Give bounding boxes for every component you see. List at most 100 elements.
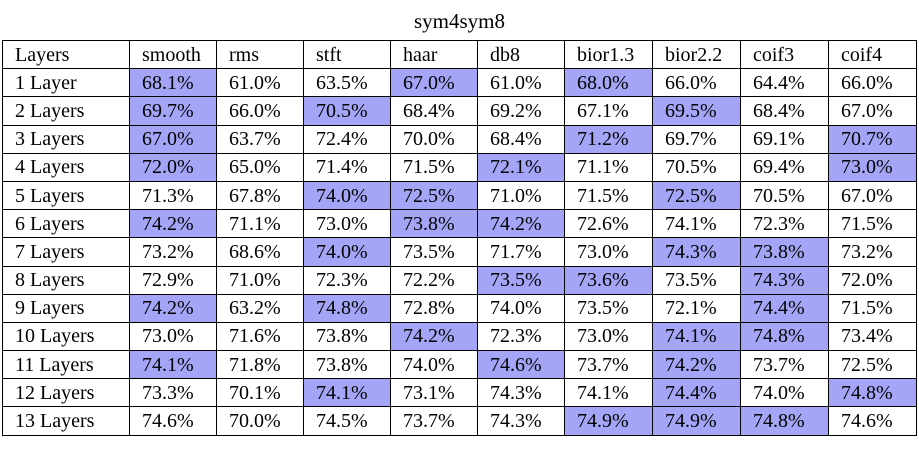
row-label: 6 Layers (2, 209, 130, 239)
table-cell-highlighted: 72.5% (652, 180, 741, 211)
table-cell: 63.7% (216, 124, 304, 154)
table-cell: 73.5% (652, 265, 741, 295)
table-cell: 70.0% (390, 124, 478, 154)
table-cell: 73.2% (828, 237, 917, 267)
table-row: 2 Layers 69.7% 66.0% 70.5% 68.4% 69.2% 67.1% 69… (2, 96, 917, 126)
table-row: 9 Layers 74.2% 63.2% 74.8% 72.8% 74.0% 73.5% 72… (2, 293, 917, 323)
table-cell: 65.0% (216, 152, 304, 182)
table-cell-highlighted: 74.1% (303, 378, 391, 408)
table-cell-highlighted: 73.0% (828, 152, 917, 182)
table-cell-highlighted: 73.6% (564, 265, 653, 295)
table-cell-highlighted: 74.2% (390, 321, 478, 352)
table-cell: 73.8% (303, 321, 391, 352)
table-row: 11 Layers 74.1% 71.8% 73.8% 74.0% 74.6% 73.7% 7… (2, 350, 917, 380)
column-header: smooth (129, 39, 217, 70)
table-cell-highlighted: 74.9% (652, 406, 741, 436)
table-cell: 73.3% (129, 378, 217, 408)
table-cell: 74.3% (477, 406, 565, 436)
table-cell: 72.0% (828, 265, 917, 295)
table-cell: 71.1% (216, 209, 304, 239)
table-cell: 61.0% (477, 68, 565, 98)
column-header: stft (303, 39, 391, 70)
table-cell: 69.4% (740, 152, 829, 182)
table-cell: 73.0% (564, 321, 653, 352)
table-cell: 68.4% (740, 96, 829, 126)
table-cell: 66.0% (652, 68, 741, 98)
table-cell-highlighted: 74.3% (652, 237, 741, 267)
table-cell-highlighted: 72.0% (129, 152, 217, 182)
table-cell: 72.3% (740, 209, 829, 239)
table-row: 7 Layers 73.2% 68.6% 74.0% 73.5% 71.7% 73.0% 74… (2, 237, 917, 267)
table-cell-highlighted: 72.1% (477, 152, 565, 182)
results-table: Layers smooth rms stft haar db8 bior1.3 bior2.2… (2, 39, 917, 436)
table-cell-highlighted: 69.7% (129, 96, 217, 126)
table-cell: 73.0% (303, 209, 391, 239)
table-cell: 71.0% (216, 265, 304, 295)
table-cell-highlighted: 74.2% (129, 293, 217, 323)
column-header: db8 (477, 39, 565, 70)
table-cell-highlighted: 67.0% (129, 124, 217, 154)
table-cell-highlighted: 74.8% (740, 406, 829, 436)
table-cell: 71.0% (477, 180, 565, 211)
table-cell: 71.7% (477, 237, 565, 267)
table-cell: 71.1% (564, 152, 653, 182)
table-cell: 71.5% (828, 293, 917, 323)
table-cell-highlighted: 74.2% (129, 209, 217, 239)
table-cell: 72.1% (652, 293, 741, 323)
table-row: 3 Layers 67.0% 63.7% 72.4% 70.0% 68.4% 71.2% 69… (2, 124, 917, 154)
table-cell: 64.4% (740, 68, 829, 98)
table-cell-highlighted: 74.2% (652, 350, 741, 380)
table-cell-highlighted: 72.5% (390, 180, 478, 211)
table-cell-highlighted: 70.7% (828, 124, 917, 154)
row-label: 12 Layers (2, 378, 130, 408)
table-cell: 71.5% (390, 152, 478, 182)
table-cell: 73.4% (828, 321, 917, 352)
table-cell-highlighted: 74.4% (740, 293, 829, 323)
table-cell: 72.4% (303, 124, 391, 154)
table-cell: 73.7% (564, 350, 653, 380)
table-cell-highlighted: 73.5% (477, 265, 565, 295)
row-label: 4 Layers (2, 152, 130, 182)
table-row: 10 Layers 73.0% 71.6% 73.8% 74.2% 72.3% 73.0% 7… (2, 321, 917, 352)
table-cell: 74.5% (303, 406, 391, 436)
table-cell: 70.5% (652, 152, 741, 182)
table-cell-highlighted: 74.2% (477, 209, 565, 239)
table-cell: 67.1% (564, 96, 653, 126)
row-label: 8 Layers (2, 265, 130, 295)
table-cell: 69.7% (652, 124, 741, 154)
table-cell: 74.1% (564, 378, 653, 408)
table-cell: 72.9% (129, 265, 217, 295)
table-cell-highlighted: 67.0% (390, 68, 478, 98)
table-cell-highlighted: 74.1% (652, 321, 741, 352)
row-label: 3 Layers (2, 124, 130, 154)
column-header: Layers (2, 39, 130, 70)
table-cell-highlighted: 74.8% (303, 293, 391, 323)
column-header: bior1.3 (564, 39, 653, 70)
table-row: 12 Layers 73.3% 70.1% 74.1% 73.1% 74.3% 74.1% 7… (2, 378, 917, 408)
row-label: 9 Layers (2, 293, 130, 323)
table-title: sym4sym8 (413, 9, 505, 33)
table-cell-highlighted: 73.8% (390, 209, 478, 239)
table-cell: 73.5% (390, 237, 478, 267)
table-cell: 74.6% (129, 406, 217, 436)
row-label: 7 Layers (2, 237, 130, 267)
table-cell-highlighted: 70.5% (303, 96, 391, 126)
column-header: bior2.2 (652, 39, 741, 70)
table-cell: 72.3% (477, 321, 565, 352)
table-cell: 72.5% (828, 350, 917, 380)
column-header: coif3 (740, 39, 829, 70)
table-cell: 73.2% (129, 237, 217, 267)
row-label: 10 Layers (2, 321, 130, 352)
table-cell: 73.7% (740, 350, 829, 380)
table-cell-highlighted: 74.3% (740, 265, 829, 295)
table-cell: 71.4% (303, 152, 391, 182)
table-cell: 70.1% (216, 378, 304, 408)
table-cell: 74.0% (740, 378, 829, 408)
table-cell: 72.8% (390, 293, 478, 323)
table-cell: 71.5% (828, 209, 917, 239)
column-header: coif4 (828, 39, 917, 70)
table-cell-highlighted: 74.0% (303, 237, 391, 267)
column-header: haar (390, 39, 478, 70)
table-row: 5 Layers 71.3% 67.8% 74.0% 72.5% 71.0% 71.5% 72… (2, 180, 917, 211)
table-cell: 74.3% (477, 378, 565, 408)
